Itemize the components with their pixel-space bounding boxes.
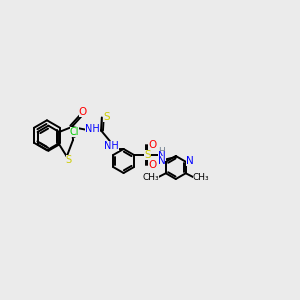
Text: CH₃: CH₃ (193, 173, 209, 182)
Text: N: N (158, 151, 166, 161)
Text: NH: NH (85, 124, 100, 134)
Text: S: S (66, 155, 72, 165)
Text: NH: NH (104, 141, 119, 151)
Text: O: O (148, 160, 157, 170)
Text: CH₃: CH₃ (142, 173, 159, 182)
Text: Cl: Cl (70, 127, 79, 137)
Text: N: N (186, 156, 194, 166)
Text: O: O (148, 140, 157, 150)
Text: S: S (103, 112, 110, 122)
Text: H: H (159, 147, 165, 156)
Text: O: O (79, 107, 87, 117)
Text: N: N (158, 156, 165, 166)
Text: S: S (144, 150, 151, 160)
